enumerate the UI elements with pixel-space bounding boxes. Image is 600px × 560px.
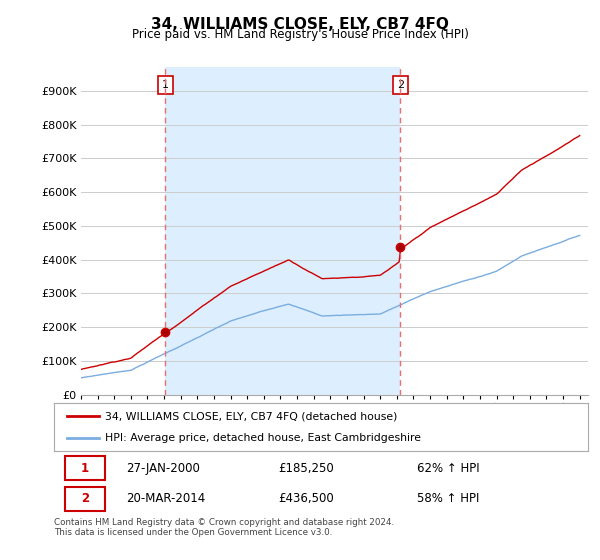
Bar <box>165 67 400 395</box>
Text: 1: 1 <box>80 461 89 475</box>
Text: £185,250: £185,250 <box>278 461 334 475</box>
Text: 34, WILLIAMS CLOSE, ELY, CB7 4FQ: 34, WILLIAMS CLOSE, ELY, CB7 4FQ <box>151 17 449 32</box>
Text: 2: 2 <box>397 80 404 90</box>
Text: 1: 1 <box>162 80 169 90</box>
Text: 58% ↑ HPI: 58% ↑ HPI <box>417 492 479 506</box>
Text: 20-MAR-2014: 20-MAR-2014 <box>126 492 205 506</box>
Text: HPI: Average price, detached house, East Cambridgeshire: HPI: Average price, detached house, East… <box>105 433 421 443</box>
Text: £436,500: £436,500 <box>278 492 334 506</box>
FancyBboxPatch shape <box>65 487 105 511</box>
Text: 27-JAN-2000: 27-JAN-2000 <box>126 461 200 475</box>
Text: 2: 2 <box>80 492 89 506</box>
Text: Contains HM Land Registry data © Crown copyright and database right 2024.
This d: Contains HM Land Registry data © Crown c… <box>54 518 394 538</box>
Text: 34, WILLIAMS CLOSE, ELY, CB7 4FQ (detached house): 34, WILLIAMS CLOSE, ELY, CB7 4FQ (detach… <box>105 411 397 421</box>
FancyBboxPatch shape <box>65 456 105 480</box>
Text: 62% ↑ HPI: 62% ↑ HPI <box>417 461 480 475</box>
Text: Price paid vs. HM Land Registry's House Price Index (HPI): Price paid vs. HM Land Registry's House … <box>131 28 469 41</box>
